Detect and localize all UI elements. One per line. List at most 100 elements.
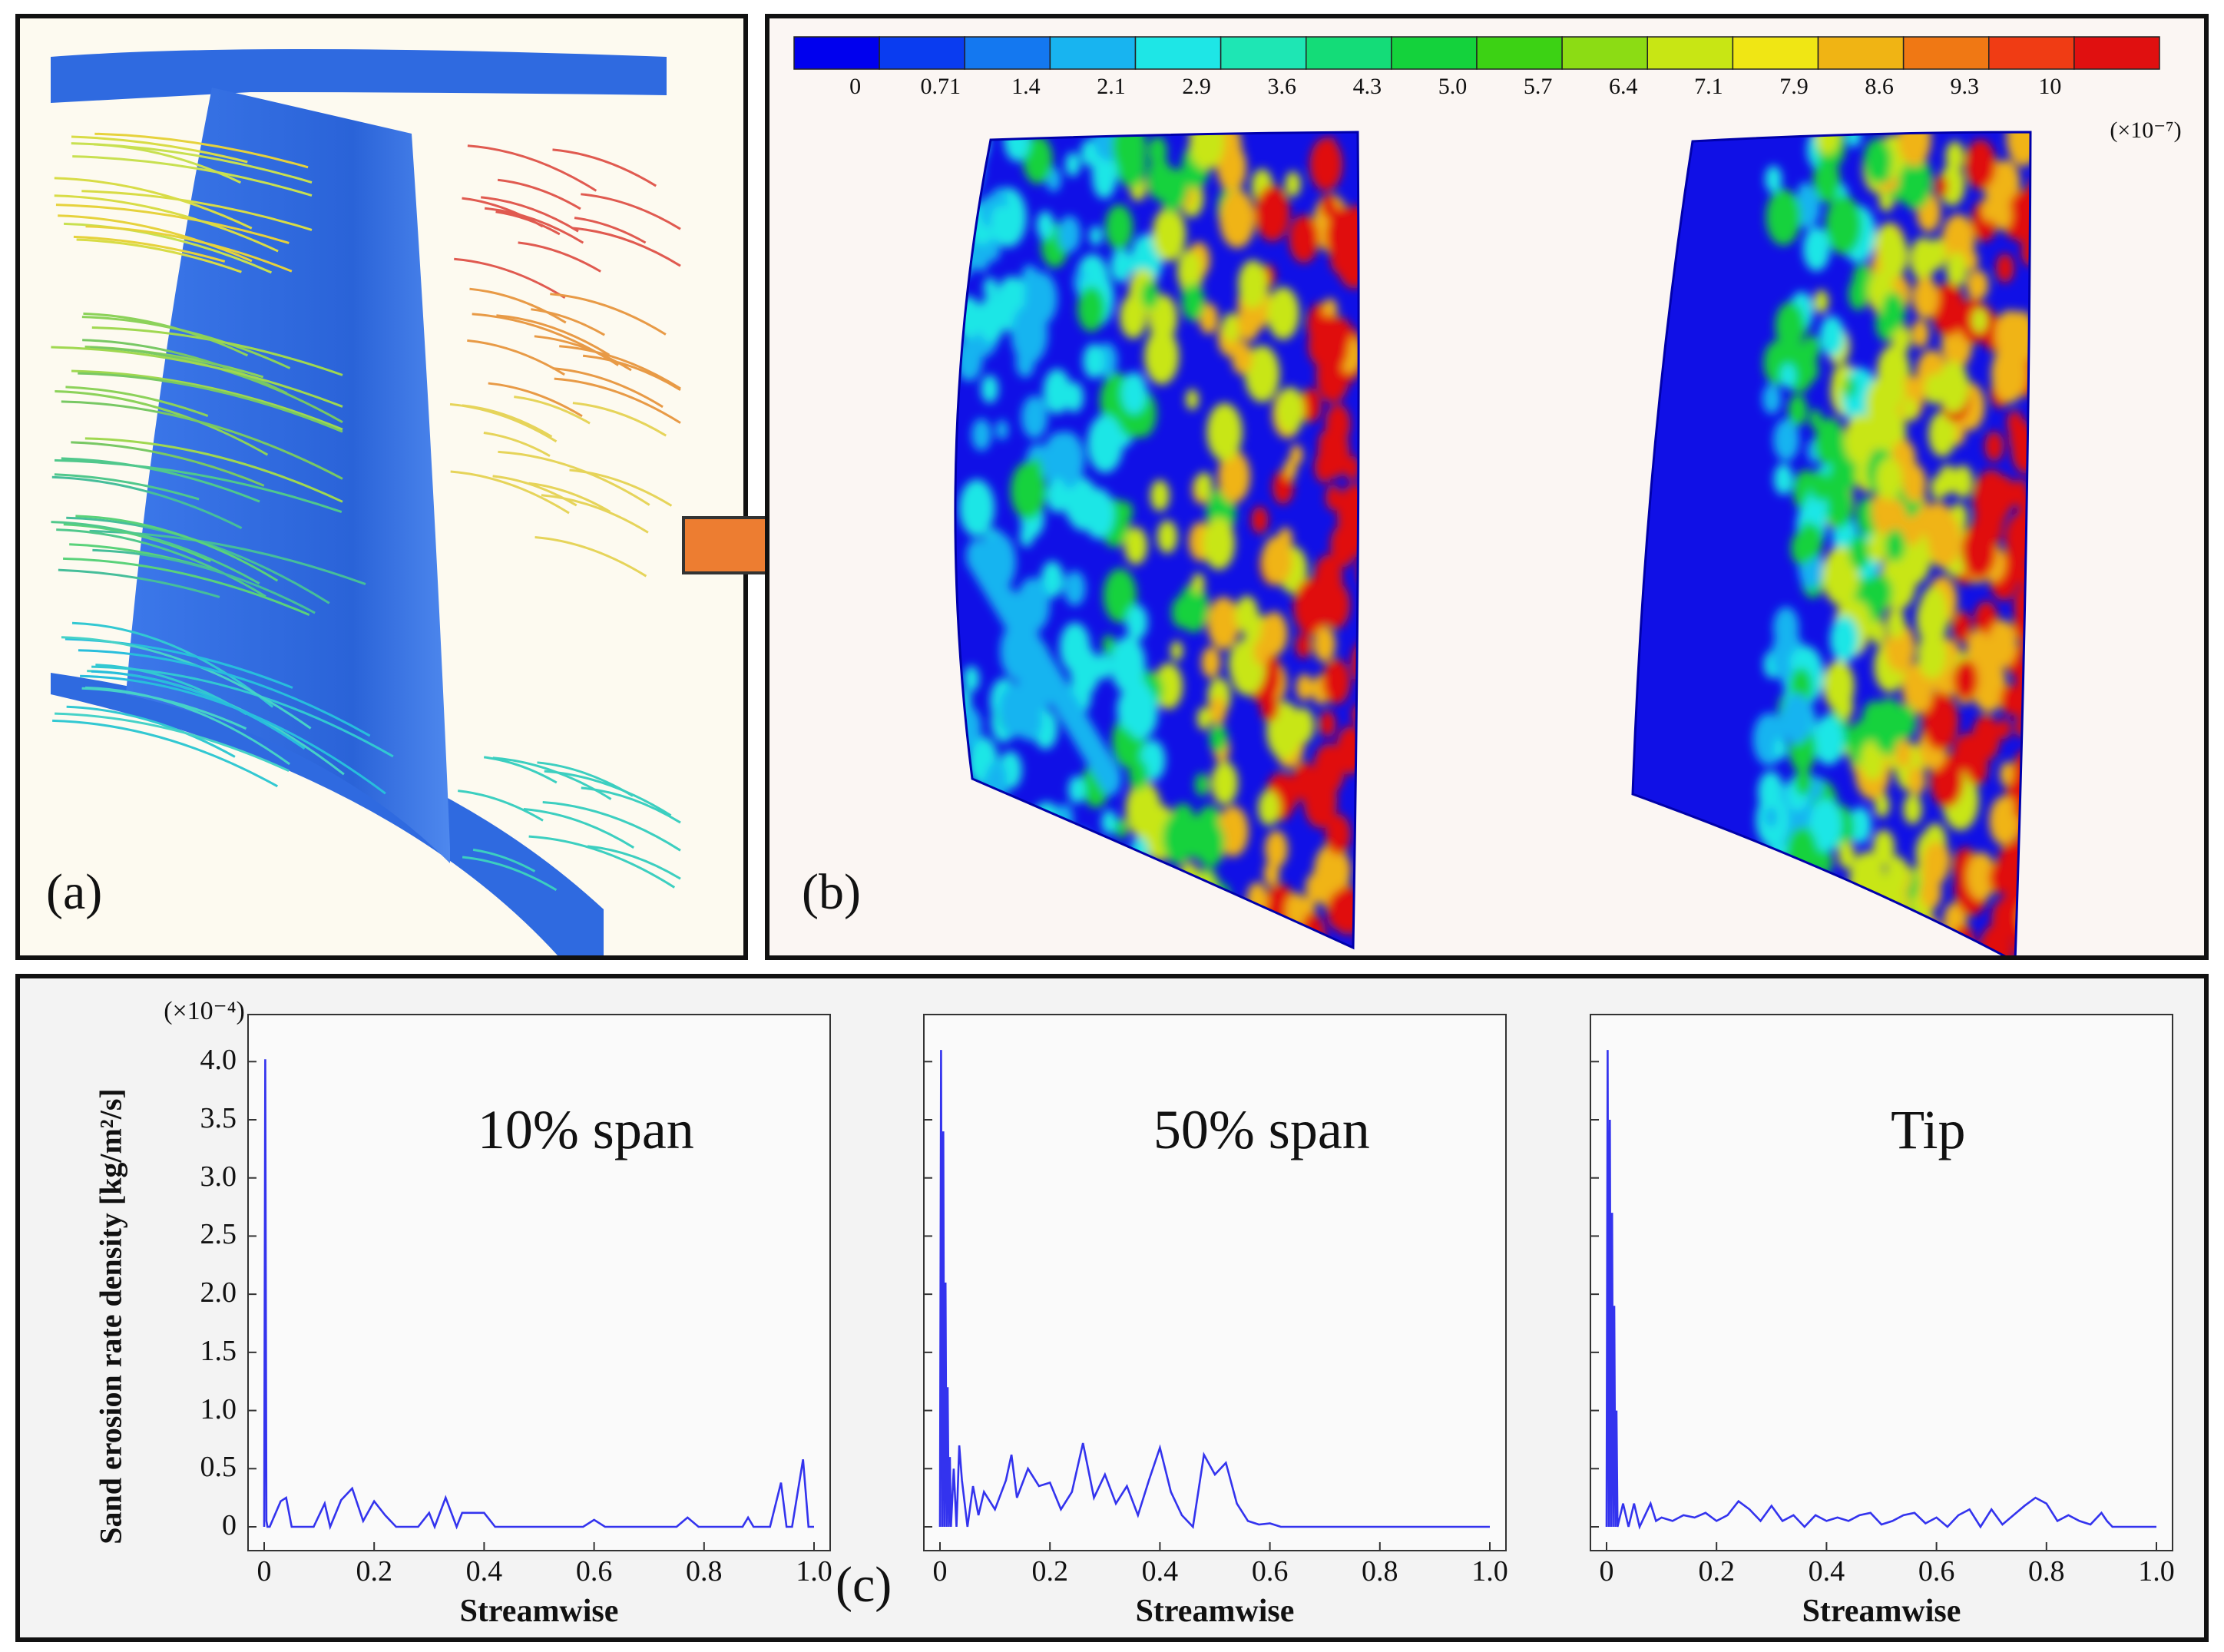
erosion-spot — [1991, 345, 2027, 403]
particle-trajectory — [458, 790, 544, 822]
erosion-spot — [955, 132, 990, 170]
erosion-spot — [1206, 402, 1243, 462]
erosion-spot — [1781, 693, 1812, 744]
erosion-spot — [985, 801, 1016, 852]
x-tick-label: 0.2 — [1698, 1555, 1735, 1587]
erosion-spot — [1262, 535, 1292, 585]
particle-trajectory — [63, 557, 310, 616]
erosion-spot — [1054, 920, 1071, 946]
colorbar-tick-label: 0.71 — [920, 74, 961, 99]
hub-band — [51, 673, 604, 955]
particle-trajectory — [542, 801, 681, 852]
erosion-spot — [1875, 457, 1903, 501]
particle-trajectory — [76, 238, 242, 273]
erosion-spot — [1087, 414, 1124, 473]
colorbar-segment — [1561, 36, 1648, 70]
erosion-spot — [1102, 634, 1116, 656]
erosion-spot — [1077, 286, 1106, 332]
particle-trajectory — [462, 404, 553, 438]
erosion-spot — [963, 665, 980, 692]
erosion-spot — [983, 276, 998, 300]
erosion-spot — [1844, 414, 1875, 465]
erosion-spot — [1203, 518, 1236, 570]
colorbar-segment — [1988, 36, 2075, 70]
erosion-spot — [1804, 358, 1819, 382]
erosion-spot — [1358, 555, 1359, 589]
erosion-spot — [1773, 419, 1800, 462]
erosion-spot — [2018, 900, 2030, 935]
erosion-spot — [1823, 151, 1837, 174]
x-tick-label: 0.4 — [1141, 1555, 1179, 1587]
particle-trajectory — [496, 314, 610, 356]
erosion-spot — [1199, 303, 1219, 334]
particle-trajectory — [51, 346, 343, 408]
colorbar-tick-label: 5.7 — [1523, 74, 1553, 99]
erosion-spot — [1912, 276, 1939, 319]
line-chart-1 — [247, 1014, 831, 1551]
erosion-spot — [1325, 813, 1351, 856]
colorbar-tick-label: 1.4 — [1011, 74, 1041, 99]
erosion-spot — [1934, 175, 1948, 197]
x-tick-label: 0 — [932, 1555, 948, 1587]
erosion-spot — [1994, 310, 2026, 360]
x-tick-label: 1.0 — [2138, 1555, 2175, 1587]
erosion-spot — [968, 795, 1003, 852]
x-tick-label: 0.4 — [465, 1555, 503, 1587]
erosion-spot — [2017, 209, 2030, 238]
erosion-spot — [959, 479, 995, 537]
particle-trajectory — [572, 402, 667, 437]
particle-trajectory — [472, 848, 536, 872]
erosion-spot — [1196, 707, 1212, 730]
erosion-spot — [1764, 806, 1778, 828]
erosion-spot — [1911, 319, 1929, 349]
erosion-spot — [1351, 641, 1359, 684]
erosion-spot — [1048, 431, 1085, 489]
erosion-spot — [1115, 818, 1128, 839]
colorbar-segment — [1306, 36, 1392, 70]
erosion-spot — [1228, 641, 1256, 687]
particle-trajectory — [78, 649, 371, 737]
panel-b: 0 0.71 1.4 2.1 2.9 3.6 4.3 5.0 5.7 6.4 7.1 7.9 8.6 9.… — [765, 14, 2209, 960]
erosion-spot — [1038, 842, 1053, 867]
particle-trajectory — [514, 396, 591, 425]
particle-trajectory — [85, 225, 293, 273]
erosion-spot — [1089, 225, 1102, 247]
particle-trajectory — [467, 144, 597, 192]
erosion-spot — [2006, 132, 2030, 167]
erosion-spot — [1997, 718, 2011, 740]
particle-trajectory — [544, 770, 672, 817]
erosion-spot — [1909, 677, 1932, 713]
chart-title: 10% span — [477, 1099, 694, 1160]
erosion-spot — [1083, 343, 1105, 379]
erosion-spot — [1000, 815, 1022, 850]
erosion-spot — [1881, 292, 1906, 332]
erosion-spot — [1120, 501, 1133, 523]
erosion-spot — [1907, 765, 1926, 796]
x-tick-label: 1.0 — [796, 1555, 832, 1587]
particle-trajectory — [488, 382, 583, 418]
erosion-spot — [1236, 304, 1260, 342]
erosion-spot — [1788, 394, 1808, 427]
erosion-spot — [1115, 869, 1147, 919]
erosion-spot — [1891, 323, 1911, 355]
y-tick-label: 4.0 — [200, 1044, 237, 1077]
erosion-spot — [1246, 882, 1268, 916]
particle-trajectory — [56, 528, 266, 598]
x-tick-label: 0.8 — [686, 1555, 723, 1587]
erosion-spot — [1825, 195, 1862, 255]
x-tick-label: 0.6 — [575, 1555, 613, 1587]
erosion-spot — [1766, 188, 1801, 246]
colorbar-segment — [1902, 36, 1990, 70]
panel-c: Sand erosion rate density [kg/m²/s] (×10… — [15, 974, 2209, 1642]
erosion-spot — [1965, 139, 1996, 190]
erosion-spot — [1794, 767, 1812, 796]
erosion-spot — [955, 189, 976, 231]
colorbar-segment — [964, 36, 1051, 70]
erosion-spot — [1902, 463, 1927, 503]
erosion-spot — [971, 419, 991, 452]
erosion-spot — [1973, 469, 2011, 530]
erosion-spot — [1081, 139, 1097, 167]
erosion-spot — [1824, 482, 1853, 529]
particle-trajectory — [498, 450, 650, 506]
erosion-spot — [1004, 132, 1031, 162]
